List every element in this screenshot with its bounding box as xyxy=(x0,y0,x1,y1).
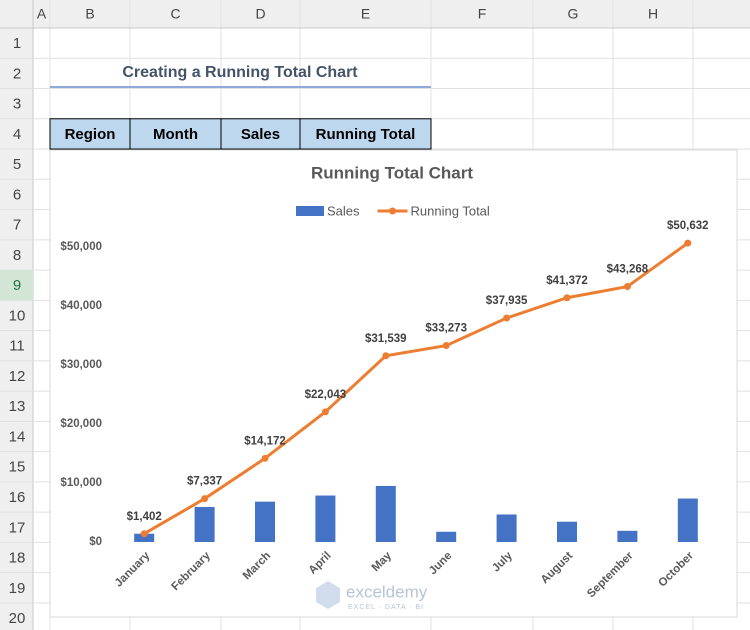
row-header-bar xyxy=(0,0,33,630)
data-label: $33,273 xyxy=(425,323,467,335)
line-marker xyxy=(261,454,269,462)
row-header: 2 xyxy=(13,65,21,82)
row-header: 8 xyxy=(13,247,21,264)
data-label: $1,402 xyxy=(127,511,162,523)
y-tick-label: $10,000 xyxy=(60,477,102,489)
table-header-cell xyxy=(129,118,222,150)
column-header: C xyxy=(170,6,180,22)
y-tick-label: $40,000 xyxy=(60,300,102,312)
selected-row-header xyxy=(0,270,33,301)
legend-label: Running Total xyxy=(411,203,490,218)
table-header-text: Region xyxy=(65,126,116,143)
column-header: D xyxy=(255,6,265,22)
row-header: 3 xyxy=(13,96,21,113)
legend-label: Sales xyxy=(327,203,360,218)
column-header: A xyxy=(37,6,47,22)
row-header: 6 xyxy=(13,186,21,203)
legend-marker xyxy=(389,207,397,215)
table-header-cell xyxy=(299,118,432,150)
legend-swatch xyxy=(296,206,324,216)
data-label: $50,632 xyxy=(667,220,709,232)
data-label: $37,935 xyxy=(486,295,528,307)
row-header: 11 xyxy=(9,338,25,355)
row-header: 19 xyxy=(9,580,26,597)
row-header: 9 xyxy=(13,277,21,294)
table-header-cell xyxy=(220,118,301,150)
data-label: $43,268 xyxy=(607,264,649,276)
bar xyxy=(255,501,275,542)
column-header: G xyxy=(568,6,579,22)
line-marker xyxy=(140,530,148,538)
line-marker xyxy=(321,408,329,416)
y-tick-label: $0 xyxy=(89,536,102,548)
column-header: E xyxy=(361,6,370,22)
row-header: 17 xyxy=(9,519,26,536)
bar xyxy=(134,533,155,542)
table-header-text: Sales xyxy=(241,126,280,143)
data-label: $41,372 xyxy=(546,275,588,287)
bar xyxy=(436,531,457,542)
chart-title: Running Total Chart xyxy=(311,163,473,182)
y-tick-label: $20,000 xyxy=(60,418,102,430)
bar xyxy=(677,498,698,542)
chart-area[interactable] xyxy=(49,149,738,618)
line xyxy=(143,241,689,536)
row-header: 20 xyxy=(9,610,26,627)
bar xyxy=(194,506,215,542)
watermark-logo xyxy=(316,581,340,609)
bar xyxy=(375,485,396,542)
row-header: 16 xyxy=(9,489,26,506)
column-header: H xyxy=(648,6,658,22)
data-label: $22,043 xyxy=(305,389,347,401)
line-marker xyxy=(503,314,511,322)
line-marker xyxy=(684,239,692,247)
bar xyxy=(617,530,638,542)
line-marker xyxy=(201,495,209,503)
row-header: 1 xyxy=(13,35,21,52)
row-header: 15 xyxy=(9,459,26,476)
line-marker xyxy=(623,283,631,291)
data-label: $31,539 xyxy=(365,333,407,345)
data-label: $7,337 xyxy=(187,476,222,488)
bar xyxy=(557,521,577,542)
line-marker xyxy=(382,352,390,360)
watermark-name: exceldemy xyxy=(346,582,428,601)
y-tick-label: $50,000 xyxy=(60,241,102,253)
line-marker xyxy=(442,342,450,350)
row-header: 4 xyxy=(13,126,21,143)
watermark-tagline: EXCEL · DATA · BI xyxy=(348,604,424,611)
data-label: $14,172 xyxy=(244,435,286,447)
y-tick-label: $30,000 xyxy=(60,359,102,371)
row-header: 10 xyxy=(9,307,26,324)
bar xyxy=(496,514,517,542)
table-header-cell xyxy=(49,118,131,150)
row-header: 18 xyxy=(9,550,26,567)
line-marker xyxy=(563,294,571,302)
table-header-text: Running Total xyxy=(316,126,416,143)
table-header-text: Month xyxy=(153,126,198,143)
row-header: 14 xyxy=(9,428,26,445)
row-header: 12 xyxy=(9,368,26,385)
row-header: 13 xyxy=(9,398,26,415)
column-header-bar xyxy=(0,0,750,28)
row-header: 7 xyxy=(13,217,21,234)
bar xyxy=(315,495,336,542)
sheet-heading: Creating a Running Total Chart xyxy=(122,64,358,81)
row-header: 5 xyxy=(13,156,21,173)
column-header: B xyxy=(85,6,94,22)
column-header: F xyxy=(478,6,487,22)
